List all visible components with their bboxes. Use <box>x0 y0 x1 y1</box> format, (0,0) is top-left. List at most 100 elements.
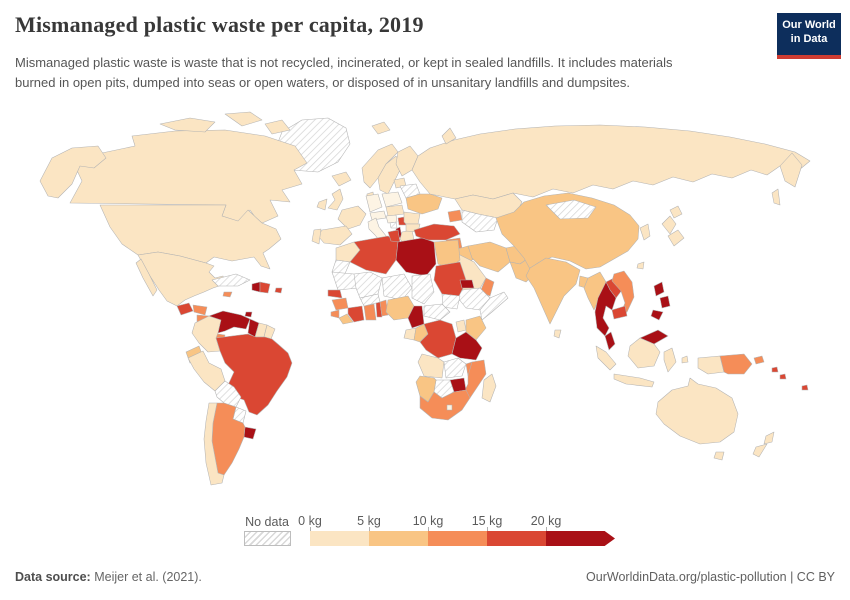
country-cuba[interactable] <box>211 273 251 287</box>
country-new-zealand-north[interactable] <box>763 431 775 445</box>
country-colombia[interactable] <box>191 315 222 353</box>
country-papua-new-guinea[interactable] <box>719 353 753 375</box>
country-central-europe-east[interactable] <box>385 204 405 217</box>
country-libya[interactable] <box>395 237 437 277</box>
country-trinidad[interactable] <box>244 311 253 318</box>
country-philippines[interactable] <box>650 309 664 321</box>
country-kalimantan[interactable] <box>627 337 661 369</box>
country-mexico[interactable] <box>137 251 226 307</box>
legend-segment-10-15[interactable] <box>428 531 487 546</box>
country-sweden[interactable] <box>377 155 403 195</box>
country-caucasus[interactable] <box>447 209 463 223</box>
country-chile[interactable] <box>203 402 225 486</box>
country-south-sudan[interactable] <box>441 293 461 310</box>
country-japan[interactable] <box>667 229 685 247</box>
country-kamchatka[interactable] <box>779 152 803 188</box>
country-india[interactable] <box>525 257 581 325</box>
country-sierra-leone[interactable] <box>330 309 340 319</box>
country-haiti[interactable] <box>251 281 261 293</box>
country-bolivia[interactable] <box>214 380 242 408</box>
country-poland[interactable] <box>381 191 403 208</box>
country-sakhalin[interactable] <box>771 188 781 206</box>
country-ivory-coast[interactable] <box>347 305 365 323</box>
country-java[interactable] <box>613 373 655 388</box>
country-svalbard[interactable] <box>371 121 391 135</box>
legend-segment-20-plus[interactable] <box>546 531 615 546</box>
country-canada-islands[interactable] <box>159 117 216 133</box>
country-chad[interactable] <box>411 273 435 305</box>
country-honduras[interactable] <box>192 304 208 316</box>
country-novaya-zemlya[interactable] <box>441 127 457 145</box>
country-angola[interactable] <box>417 353 445 379</box>
country-russia[interactable] <box>411 124 811 200</box>
country-cambodia[interactable] <box>611 305 628 320</box>
legend-segment-0-5[interactable] <box>310 531 369 546</box>
country-eritrea[interactable] <box>459 279 475 289</box>
country-turkey[interactable] <box>413 223 461 241</box>
country-tanzania[interactable] <box>451 331 483 361</box>
legend-segment-15-20[interactable] <box>487 531 546 546</box>
country-alaska[interactable] <box>39 145 107 199</box>
country-west-papua[interactable] <box>697 355 725 375</box>
country-solomon-islands[interactable] <box>779 373 787 380</box>
country-united-kingdom[interactable] <box>327 188 344 211</box>
country-france[interactable] <box>337 205 367 230</box>
country-guinea[interactable] <box>331 297 349 311</box>
country-new-britain[interactable] <box>753 355 765 365</box>
country-china[interactable] <box>495 192 640 270</box>
country-korea[interactable] <box>639 223 651 241</box>
country-moluccas[interactable] <box>681 355 689 364</box>
country-ireland[interactable] <box>316 198 328 211</box>
country-malaysia-peninsula[interactable] <box>604 331 616 351</box>
country-thailand[interactable] <box>594 281 617 337</box>
country-kenya[interactable] <box>465 315 487 341</box>
country-baja-california[interactable] <box>135 258 158 297</box>
country-venezuela[interactable] <box>208 310 251 334</box>
country-cameroon[interactable] <box>407 305 425 329</box>
country-madagascar[interactable] <box>481 373 497 403</box>
country-sumatra[interactable] <box>595 345 617 371</box>
country-canada-islands[interactable] <box>224 111 263 127</box>
owid-logo[interactable]: Our World in Data <box>777 13 841 59</box>
country-iceland[interactable] <box>331 171 352 187</box>
country-algeria[interactable] <box>349 235 399 275</box>
country-dominican-republic[interactable] <box>259 281 271 294</box>
country-uruguay[interactable] <box>243 426 257 440</box>
country-bosnia[interactable] <box>389 221 398 229</box>
country-sri-lanka[interactable] <box>553 329 562 339</box>
country-mongolia[interactable] <box>545 199 597 220</box>
country-philippines[interactable] <box>659 295 671 309</box>
country-philippines[interactable] <box>653 281 665 297</box>
country-japan[interactable] <box>669 205 683 219</box>
country-ukraine[interactable] <box>405 193 443 215</box>
country-zambia[interactable] <box>443 357 467 379</box>
country-jamaica[interactable] <box>222 291 233 298</box>
country-spain[interactable] <box>317 225 353 246</box>
country-croatia[interactable] <box>385 214 398 224</box>
country-uganda[interactable] <box>455 319 467 333</box>
country-taiwan[interactable] <box>636 261 645 270</box>
country-puerto-rico[interactable] <box>274 287 283 294</box>
country-lesotho[interactable] <box>446 404 453 411</box>
country-peru[interactable] <box>187 350 226 392</box>
country-senegal[interactable] <box>327 289 343 299</box>
country-sulawesi[interactable] <box>663 347 677 373</box>
country-ghana[interactable] <box>363 303 377 321</box>
country-liberia[interactable] <box>338 313 354 325</box>
country-uzbekistan-turkmenistan[interactable] <box>461 209 499 233</box>
country-alpine-europe[interactable] <box>369 210 387 221</box>
country-iran[interactable] <box>467 241 511 273</box>
country-guatemala[interactable] <box>176 302 194 316</box>
credit-link[interactable]: OurWorldinData.org/plastic-pollution | C… <box>586 570 835 584</box>
country-germany[interactable] <box>365 193 383 213</box>
country-tasmania[interactable] <box>713 451 725 461</box>
country-australia[interactable] <box>655 377 739 445</box>
country-south-africa[interactable] <box>419 389 471 421</box>
country-new-zealand-south[interactable] <box>752 443 768 458</box>
legend-segment-5-10[interactable] <box>369 531 428 546</box>
country-portugal[interactable] <box>311 228 322 245</box>
country-japan[interactable] <box>661 215 677 235</box>
country-central-african-republic[interactable] <box>423 303 451 321</box>
country-canada-islands[interactable] <box>264 119 291 135</box>
country-fiji[interactable] <box>801 384 809 391</box>
